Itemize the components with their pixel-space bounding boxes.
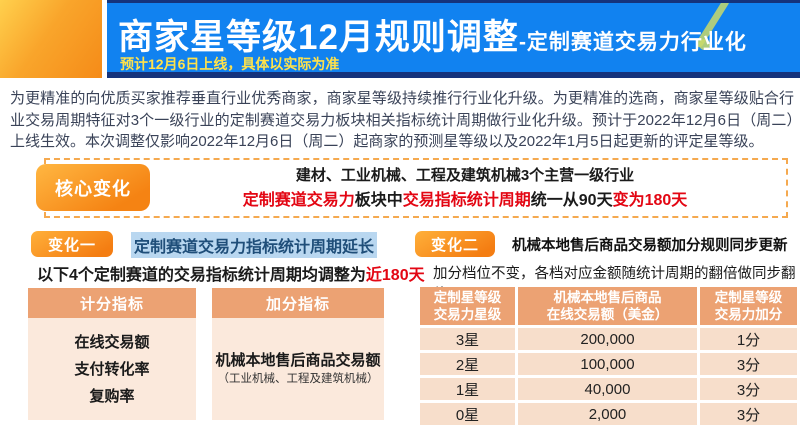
- core-period-line: 定制赛道交易力板块中交易指标统计周期统一从90天变为180天: [150, 188, 780, 214]
- bonus-item: 机械本地售后商品交易额: [215, 352, 381, 369]
- bonus-box-body: 机械本地售后商品交易额 （工业机械、工程及建筑机械）: [212, 318, 384, 420]
- change1-description: 以下4个定制赛道的交易指标统计周期均调整为近180天: [37, 261, 425, 285]
- page-title: 商家星等级12月规则调整: [118, 18, 519, 57]
- scoring-indicators-box: 计分指标 在线交易额 支付转化率 复购率: [28, 288, 196, 420]
- scoring-item: 复购率: [89, 387, 135, 405]
- change2-badge: 变化二: [415, 231, 495, 257]
- change1-desc-plain: 以下4个定制赛道的交易指标统计周期均调整为: [37, 267, 366, 284]
- change1-badge: 变化一: [31, 231, 113, 257]
- table-cell: 3分: [700, 403, 797, 425]
- banner-header: 商家星等级12月规则调整-定制赛道交易力行业化 预计12月6日上线，具体以实际为…: [107, 0, 800, 78]
- header-line: 交易力星级: [433, 307, 502, 322]
- table-header-bonus: 定制星等级 交易力加分: [700, 287, 797, 325]
- scoring-item: 在线交易额: [74, 333, 150, 351]
- change2-title: 机械本地售后商品交易额加分规则同步更新: [512, 238, 788, 254]
- table-cell: 3星: [420, 328, 515, 350]
- table-cell: 3分: [700, 353, 797, 375]
- scoring-box-body: 在线交易额 支付转化率 复购率: [28, 318, 196, 420]
- header-line: 在线交易额（美金）: [546, 307, 669, 322]
- table-cell: 200,000: [518, 328, 697, 350]
- table-cell: 1星: [420, 378, 515, 400]
- bonus-box-header: 加分指标: [212, 288, 384, 318]
- scoring-box-header: 计分指标: [28, 288, 196, 318]
- core-change-content: 建材、工业机械、工程及建筑机械3个主营一级行业 定制赛道交易力板块中交易指标统计…: [150, 163, 780, 214]
- bonus-indicators-box: 加分指标 机械本地售后商品交易额 （工业机械、工程及建筑机械）: [212, 288, 384, 420]
- table-cell: 2,000: [518, 403, 697, 425]
- header-line: 定制星等级: [714, 290, 783, 305]
- decorative-dot: [699, 39, 710, 50]
- core-seg-to180: 变为180天: [612, 192, 688, 209]
- change1-title: 定制赛道交易力指标统计周期延长: [131, 232, 378, 258]
- table-cell: 1分: [700, 328, 797, 350]
- core-seg-track: 定制赛道交易力: [242, 192, 355, 209]
- table-header-star-level: 定制星等级 交易力星级: [420, 287, 515, 325]
- header-line: 定制星等级: [433, 290, 502, 305]
- table-cell: 0星: [420, 403, 515, 425]
- scoring-item: 支付转化率: [74, 360, 150, 378]
- table-header-gmv: 机械本地售后商品 在线交易额（美金）: [518, 287, 697, 325]
- banner-orange-block: [0, 0, 102, 78]
- table-cell: 100,000: [518, 353, 697, 375]
- header-line: 交易力加分: [714, 307, 783, 322]
- change1-desc-highlight: 近180天: [365, 267, 425, 284]
- table-cell: 2星: [420, 353, 515, 375]
- header-line: 机械本地售后商品: [553, 290, 662, 305]
- core-seg-module: 板块中: [354, 192, 403, 209]
- bonus-item-note: （工业机械、工程及建筑机械）: [217, 373, 379, 385]
- core-change-badge: 核心变化: [36, 164, 150, 211]
- core-seg-period: 交易指标统计周期: [402, 192, 531, 209]
- core-seg-from90: 统一从90天: [530, 192, 613, 209]
- page-title-group: 商家星等级12月规则调整-定制赛道交易力行业化: [118, 9, 747, 60]
- core-industries-line: 建材、工业机械、工程及建筑机械3个主营一级行业: [295, 167, 635, 184]
- page-title-suffix: -定制赛道交易力行业化: [518, 31, 747, 54]
- bonus-points-table: 定制星等级 交易力星级 机械本地售后商品 在线交易额（美金） 定制星等级 交易力…: [420, 287, 797, 425]
- table-cell: 3分: [700, 378, 797, 400]
- table-cell: 40,000: [518, 378, 697, 400]
- intro-paragraph: 为更精准的向优质买家推荐垂直行业优秀商家，商家星等级持续推行行业化升级。为更精准…: [10, 90, 794, 150]
- launch-date-note: 预计12月6日上线，具体以实际为准: [120, 56, 340, 72]
